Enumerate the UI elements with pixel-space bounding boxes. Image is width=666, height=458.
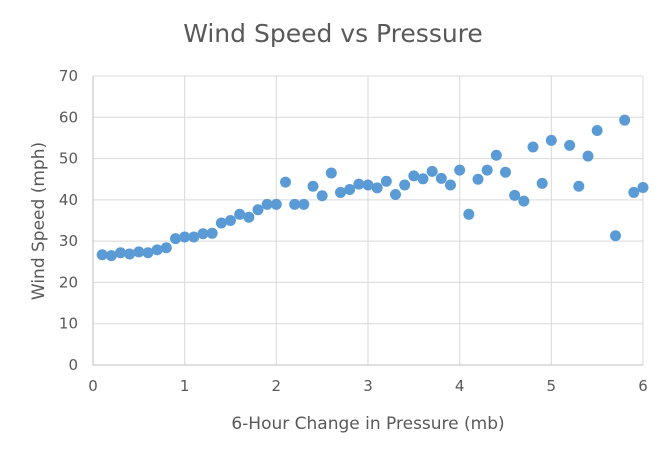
data-point <box>289 198 301 210</box>
axes <box>92 76 643 366</box>
data-point <box>188 231 200 243</box>
y-tick-label: 20 <box>59 273 78 291</box>
data-point <box>215 217 227 229</box>
data-point <box>133 246 145 258</box>
tick-labels: 0 10 20 30 40 50 60 70 0 1 2 3 4 5 6 <box>59 67 648 395</box>
x-tick-label: 1 <box>180 377 190 395</box>
y-axis-label: Wind Speed (mph) <box>29 142 49 300</box>
data-point <box>573 180 585 192</box>
data-point <box>225 215 236 226</box>
data-point <box>481 164 493 176</box>
data-point <box>124 248 136 260</box>
chart-title: Wind Speed vs Pressure <box>183 19 483 48</box>
y-tick-label: 50 <box>59 150 78 168</box>
data-point <box>96 249 108 261</box>
data-point <box>628 186 640 198</box>
x-tick-label: 2 <box>272 377 282 395</box>
data-point <box>417 173 429 185</box>
gridlines <box>93 75 644 365</box>
data-point <box>335 186 346 198</box>
y-tick-label: 70 <box>59 67 78 85</box>
y-tick-label: 10 <box>59 315 78 333</box>
data-point <box>527 141 539 153</box>
data-point <box>610 230 621 242</box>
data-point <box>151 244 163 256</box>
data-point <box>105 250 117 262</box>
data-point <box>518 195 530 207</box>
data-point <box>243 211 255 223</box>
data-point <box>179 231 191 243</box>
data-point <box>261 198 273 210</box>
data-point <box>426 165 438 177</box>
data-point <box>509 189 521 201</box>
data-point <box>637 181 649 193</box>
data-point <box>454 164 466 176</box>
data-point <box>445 179 456 191</box>
data-point <box>160 242 172 254</box>
data-point <box>408 170 420 182</box>
data-point <box>115 247 126 259</box>
data-point <box>252 204 264 216</box>
data-point <box>500 166 511 178</box>
x-tick-label: 3 <box>363 377 373 395</box>
data-point <box>280 176 291 188</box>
data-point <box>307 180 319 192</box>
data-point <box>545 134 557 146</box>
y-tick-label: 30 <box>59 232 78 250</box>
data-point <box>197 228 209 240</box>
y-tick-label: 60 <box>59 108 78 126</box>
data-point <box>353 178 365 190</box>
data-point <box>380 175 392 187</box>
y-tick-label: 40 <box>59 191 78 209</box>
data-point <box>142 247 154 259</box>
x-tick-label: 6 <box>638 377 648 395</box>
data-point <box>371 182 383 194</box>
x-tick-label: 5 <box>547 377 557 395</box>
data-points <box>96 114 649 262</box>
y-tick-label: 0 <box>68 356 78 374</box>
data-point <box>362 179 374 191</box>
data-point <box>325 167 337 179</box>
data-point <box>234 208 246 220</box>
data-point <box>344 184 356 196</box>
data-point <box>536 177 548 189</box>
data-point <box>591 124 603 136</box>
data-point <box>390 188 401 200</box>
data-point <box>206 227 218 239</box>
data-point <box>435 172 447 184</box>
x-tick-label: 4 <box>455 377 465 395</box>
data-point <box>619 114 631 126</box>
data-point <box>490 149 502 161</box>
data-point <box>316 190 328 202</box>
data-point <box>463 208 475 220</box>
data-point <box>270 198 282 210</box>
x-axis-label: 6-Hour Change in Pressure (mb) <box>231 414 504 434</box>
data-point <box>170 233 181 245</box>
data-point <box>564 139 576 151</box>
data-point <box>472 173 484 185</box>
data-point <box>582 150 594 162</box>
data-point <box>399 179 411 191</box>
data-point <box>298 198 310 210</box>
x-tick-label: 0 <box>88 377 98 395</box>
